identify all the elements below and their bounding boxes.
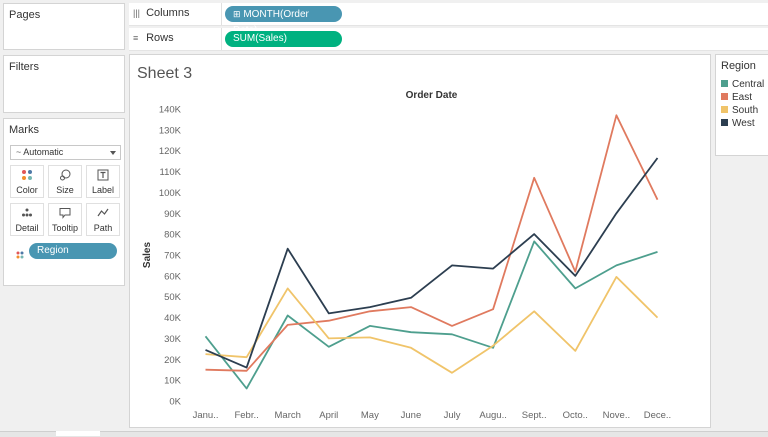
color-icon — [11, 169, 43, 185]
legend-item-east[interactable]: East — [721, 92, 752, 104]
sheet-title: Sheet 3 — [137, 65, 193, 82]
columns-label-text: Columns — [146, 7, 190, 19]
mark-type-dropdown[interactable]: ~ Automatic — [10, 145, 121, 160]
x-tick-label: Augu.. — [479, 410, 506, 421]
shelf-divider — [221, 3, 222, 25]
x-tick-label: Febr.. — [234, 410, 258, 421]
y-tick-label: 40K — [164, 313, 182, 324]
y-tick-label: 90K — [164, 209, 182, 220]
legend-item-south[interactable]: South — [721, 105, 758, 117]
legend-swatch — [721, 80, 728, 87]
path-button-label: Path — [93, 223, 113, 233]
x-tick-label: Sept.. — [522, 410, 547, 421]
legend-label: East — [732, 92, 753, 103]
detail-icon — [11, 207, 43, 223]
y-tick-label: 0K — [169, 397, 181, 408]
month-order-date-pill[interactable]: ⊞ MONTH(Order Date) — [225, 6, 342, 36]
mark-type-label: Automatic — [23, 147, 64, 157]
legend-label: South — [732, 105, 759, 116]
x-tick-label: Octo.. — [563, 410, 588, 421]
label-button[interactable]: Label — [86, 165, 120, 198]
x-tick-label: Janu.. — [193, 410, 219, 421]
filters-title: Filters — [9, 61, 39, 73]
tooltip-button-label: Tooltip — [51, 223, 78, 233]
pages-title: Pages — [9, 9, 41, 21]
rows-shelf-label: ≡ Rows — [133, 32, 174, 44]
legend-swatch — [721, 106, 728, 113]
y-tick-label: 80K — [164, 230, 182, 241]
series-line-west[interactable] — [205, 157, 659, 369]
sum-sales-pill[interactable]: SUM(Sales) — [225, 31, 342, 47]
series-line-central[interactable] — [204, 240, 658, 390]
legend-swatch — [721, 93, 728, 100]
x-tick-label: Nove.. — [603, 410, 630, 421]
chart-title: Order Date — [406, 90, 458, 101]
label-button-label: Label — [91, 185, 115, 195]
color-button-label: Color — [16, 185, 38, 195]
chevron-down-icon — [110, 151, 116, 155]
sheet-tab[interactable] — [56, 431, 100, 436]
legend-swatch — [721, 119, 728, 126]
y-tick-label: 120K — [159, 146, 182, 157]
legend-item-central[interactable]: Central — [721, 79, 764, 91]
rows-shelf[interactable]: ≡ Rows SUM(Sales) — [129, 28, 768, 51]
y-tick-label: 100K — [159, 188, 182, 199]
x-tick-label: April — [319, 410, 338, 421]
series-line-south[interactable] — [205, 275, 659, 374]
legend-label: Central — [732, 79, 765, 90]
x-tick-label: July — [444, 410, 461, 421]
region-color-pill[interactable]: Region — [29, 243, 117, 259]
legend-label: West — [732, 118, 755, 129]
x-tick-label: March — [275, 410, 301, 421]
color-button[interactable]: Color — [10, 165, 44, 198]
y-tick-label: 20K — [164, 355, 182, 366]
columns-shelf[interactable]: ||| Columns ⊞ MONTH(Order Date) — [129, 3, 768, 36]
region-legend: Region Central East South West — [715, 54, 768, 156]
y-tick-label: 50K — [164, 292, 182, 303]
y-tick-label: 140K — [159, 105, 182, 116]
y-tick-label: 60K — [164, 271, 182, 282]
filters-card[interactable]: Filters — [3, 55, 125, 113]
size-icon — [49, 169, 81, 185]
series-line-east[interactable] — [205, 114, 659, 372]
x-tick-label: Dece.. — [644, 410, 671, 421]
y-tick-label: 130K — [159, 125, 182, 136]
path-icon — [87, 207, 119, 223]
x-tick-label: May — [361, 410, 379, 421]
columns-shelf-label: ||| Columns — [133, 7, 189, 19]
size-button[interactable]: Size — [48, 165, 82, 198]
legend-item-west[interactable]: West — [721, 118, 755, 130]
line-mark-icon: ~ — [16, 147, 22, 157]
tooltip-button[interactable]: Tooltip — [48, 203, 82, 236]
y-tick-label: 70K — [164, 251, 182, 262]
y-tick-label: 30K — [164, 334, 182, 345]
sheet-view: Sheet 3 Order Date Sales 0K 10K 20K 30K 40K 50K… — [129, 54, 711, 428]
legend-title: Region — [721, 60, 756, 72]
marks-card: Marks ~ Automatic Color Size Label Detai… — [3, 118, 125, 286]
color-encoding-icon — [16, 246, 24, 259]
rows-icon: ≡ — [133, 33, 139, 43]
sheet-tab-bar — [0, 431, 768, 437]
path-button[interactable]: Path — [86, 203, 120, 236]
line-chart[interactable]: Order Date Sales 0K 10K 20K 30K 40K 50K 60K 70K 80… — [130, 55, 710, 427]
tooltip-icon — [49, 207, 81, 223]
columns-icon: ||| — [133, 8, 141, 18]
y-tick-label: 110K — [160, 167, 182, 178]
marks-title: Marks — [9, 124, 39, 136]
y-tick-label: 10K — [164, 376, 182, 387]
size-button-label: Size — [56, 185, 74, 195]
label-icon — [87, 169, 119, 185]
pill-plus-icon: ⊞ — [233, 9, 241, 19]
shelf-divider — [221, 28, 222, 50]
detail-button[interactable]: Detail — [10, 203, 44, 236]
x-tick-label: June — [401, 410, 422, 421]
pages-card: Pages — [3, 3, 125, 50]
detail-button-label: Detail — [15, 223, 39, 233]
rows-label-text: Rows — [146, 32, 174, 44]
y-axis-label: Sales — [142, 241, 153, 268]
